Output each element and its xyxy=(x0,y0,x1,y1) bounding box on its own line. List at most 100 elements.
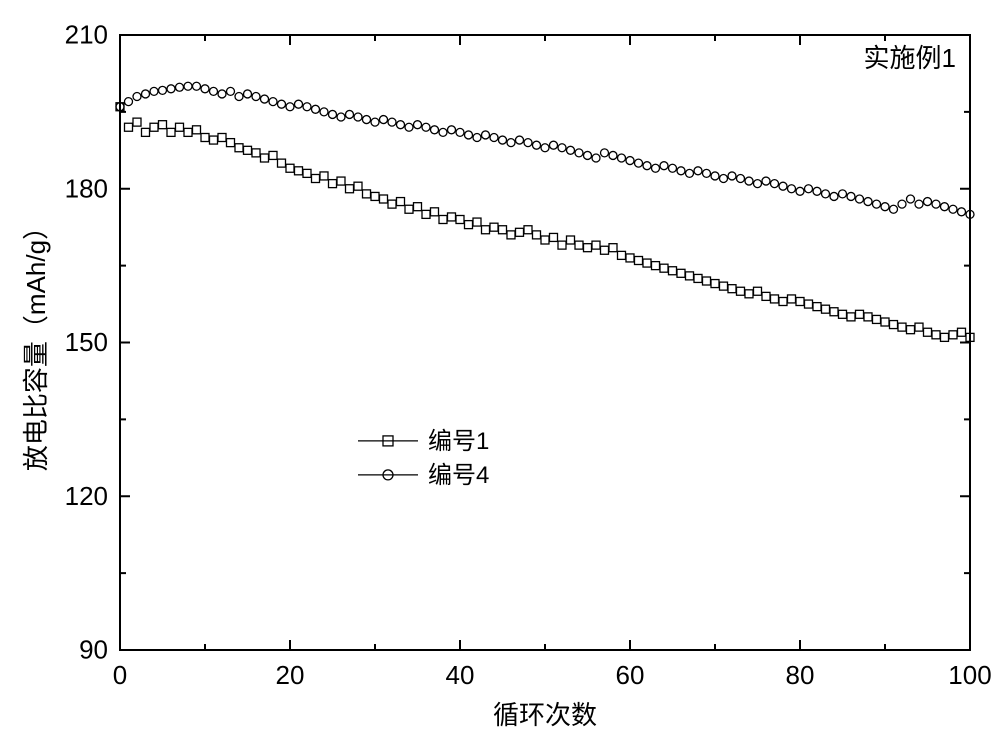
x-tick-label: 40 xyxy=(446,660,475,690)
data-marker xyxy=(312,105,320,113)
data-marker xyxy=(176,123,184,131)
data-marker xyxy=(303,169,311,177)
data-marker xyxy=(601,149,609,157)
data-marker xyxy=(414,203,422,211)
data-marker xyxy=(524,226,532,234)
data-marker xyxy=(456,216,464,224)
data-marker xyxy=(932,331,940,339)
data-marker xyxy=(941,203,949,211)
data-marker xyxy=(473,218,481,226)
data-marker xyxy=(550,141,558,149)
data-marker xyxy=(473,134,481,142)
data-marker xyxy=(924,198,932,206)
data-marker xyxy=(482,226,490,234)
data-marker xyxy=(618,154,626,162)
data-marker xyxy=(626,254,634,262)
data-marker xyxy=(745,290,753,298)
data-marker xyxy=(431,208,439,216)
data-marker xyxy=(329,110,337,118)
data-marker xyxy=(915,323,923,331)
data-marker xyxy=(805,185,813,193)
data-marker xyxy=(422,210,430,218)
data-marker xyxy=(133,93,141,101)
plot-border xyxy=(120,35,970,650)
data-marker xyxy=(261,154,269,162)
data-marker xyxy=(728,172,736,180)
data-marker xyxy=(677,167,685,175)
data-marker xyxy=(635,159,643,167)
data-marker xyxy=(337,113,345,121)
data-marker xyxy=(949,331,957,339)
data-marker xyxy=(643,162,651,170)
data-marker xyxy=(728,285,736,293)
data-marker xyxy=(822,305,830,313)
x-tick-label: 80 xyxy=(786,660,815,690)
data-marker xyxy=(184,82,192,90)
data-marker xyxy=(754,287,762,295)
data-marker xyxy=(295,167,303,175)
data-marker xyxy=(924,328,932,336)
data-marker xyxy=(898,323,906,331)
data-marker xyxy=(915,200,923,208)
data-marker xyxy=(788,185,796,193)
data-marker xyxy=(167,128,175,136)
data-marker xyxy=(235,93,243,101)
data-marker xyxy=(397,121,405,129)
data-marker xyxy=(320,172,328,180)
data-marker xyxy=(227,139,235,147)
data-marker xyxy=(720,282,728,290)
data-marker xyxy=(218,90,226,98)
data-marker xyxy=(711,280,719,288)
data-marker xyxy=(133,118,141,126)
data-marker xyxy=(584,244,592,252)
data-marker xyxy=(830,308,838,316)
data-marker xyxy=(303,103,311,111)
data-marker xyxy=(873,315,881,323)
data-marker xyxy=(201,85,209,93)
data-marker xyxy=(422,123,430,131)
data-marker xyxy=(771,295,779,303)
data-marker xyxy=(890,205,898,213)
data-marker xyxy=(227,87,235,95)
data-marker xyxy=(737,287,745,295)
data-marker xyxy=(286,103,294,111)
data-marker xyxy=(847,313,855,321)
data-marker xyxy=(286,164,294,172)
data-marker xyxy=(507,231,515,239)
data-marker xyxy=(796,187,804,195)
data-marker xyxy=(371,118,379,126)
data-marker xyxy=(346,185,354,193)
data-marker xyxy=(949,205,957,213)
data-marker xyxy=(754,180,762,188)
data-marker xyxy=(482,131,490,139)
legend-label: 编号1 xyxy=(428,428,489,455)
data-marker xyxy=(856,195,864,203)
x-tick-label: 100 xyxy=(948,660,991,690)
data-marker xyxy=(550,233,558,241)
data-marker xyxy=(558,241,566,249)
data-marker xyxy=(660,264,668,272)
data-marker xyxy=(210,87,218,95)
data-marker xyxy=(269,151,277,159)
data-marker xyxy=(465,221,473,229)
data-marker xyxy=(448,213,456,221)
data-marker xyxy=(609,244,617,252)
data-marker xyxy=(431,126,439,134)
series-1 xyxy=(116,82,974,218)
data-marker xyxy=(176,83,184,91)
data-marker xyxy=(244,146,252,154)
data-marker xyxy=(405,205,413,213)
data-marker xyxy=(465,131,473,139)
data-marker xyxy=(278,100,286,108)
data-marker xyxy=(295,100,303,108)
data-marker xyxy=(150,87,158,95)
data-marker xyxy=(278,159,286,167)
data-marker xyxy=(159,121,167,129)
y-tick-label: 150 xyxy=(65,327,108,357)
y-tick-label: 210 xyxy=(65,20,108,50)
data-marker xyxy=(371,192,379,200)
data-marker xyxy=(643,259,651,267)
y-tick-label: 90 xyxy=(79,635,108,665)
data-marker xyxy=(439,128,447,136)
data-marker xyxy=(414,121,422,129)
